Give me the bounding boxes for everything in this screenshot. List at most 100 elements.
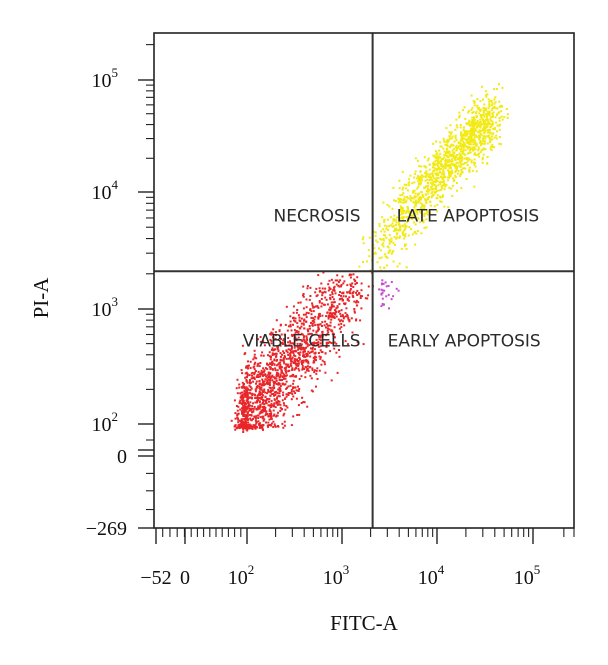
event-dot-top-right — [488, 138, 491, 140]
event-dot-top-right — [470, 159, 473, 162]
event-dot-bottom-left — [255, 357, 258, 360]
event-dot-bottom-left — [286, 406, 289, 409]
event-dot-bottom-left — [286, 386, 289, 389]
event-dot-bottom-left — [285, 387, 288, 390]
event-dot-bottom-left — [262, 367, 265, 370]
event-dot-top-right — [449, 133, 452, 136]
event-dot-bottom-left — [337, 323, 340, 326]
event-dot-top-right — [431, 185, 434, 188]
event-dot-bottom-left — [296, 309, 299, 311]
event-dot-top-right — [441, 186, 444, 188]
event-dot-bottom-left — [264, 378, 267, 381]
event-dot-bottom-left — [299, 343, 302, 345]
event-dot-bottom-left — [333, 341, 336, 344]
event-dot-top-right — [425, 174, 428, 177]
event-dot-bottom-left — [246, 399, 249, 401]
event-dot-top-right — [465, 146, 468, 148]
event-dot-bottom-left — [259, 406, 262, 409]
event-dot-top-right — [446, 150, 448, 153]
event-dot-top-right — [410, 228, 413, 231]
event-dot-bottom-right — [378, 288, 381, 291]
event-dot-bottom-left — [244, 403, 247, 405]
event-dot-bottom-left — [287, 337, 290, 339]
event-dot-bottom-left — [351, 292, 354, 295]
event-dot-top-right — [486, 125, 489, 128]
event-dot-bottom-left — [279, 385, 282, 388]
event-dot-top-right — [461, 145, 464, 148]
event-dot-bottom-left — [284, 397, 286, 400]
event-dot-bottom-left — [241, 426, 244, 429]
event-dots — [230, 83, 509, 433]
event-dot-bottom-left — [303, 327, 306, 330]
event-dot-top-right — [476, 123, 479, 126]
event-dot-top-right — [402, 225, 405, 228]
event-dot-bottom-left — [318, 323, 321, 326]
event-dot-top-right — [457, 145, 460, 148]
event-dot-bottom-left — [295, 364, 298, 367]
event-dot-bottom-left — [265, 399, 268, 402]
event-dot-top-right — [480, 144, 482, 147]
event-dot-top-right — [443, 139, 445, 142]
event-dot-top-right — [423, 165, 426, 168]
event-dot-bottom-left — [354, 280, 357, 283]
event-dot-top-right — [399, 228, 402, 231]
event-dot-top-right — [442, 164, 445, 167]
event-dot-bottom-left — [249, 389, 252, 392]
event-dot-top-right — [430, 178, 433, 181]
event-dot-top-right — [380, 230, 383, 233]
event-dot-bottom-left — [245, 371, 248, 374]
event-dot-top-right — [402, 211, 405, 214]
event-dot-bottom-left — [241, 422, 244, 425]
event-dot-top-right — [435, 173, 438, 176]
event-dot-bottom-left — [321, 321, 324, 324]
event-dot-bottom-left — [244, 352, 247, 355]
event-dot-top-right — [425, 170, 428, 173]
event-dot-bottom-left — [256, 363, 259, 366]
event-dot-top-right — [401, 232, 404, 235]
event-dot-top-right — [436, 210, 439, 213]
event-dot-bottom-left — [303, 368, 306, 370]
event-dot-bottom-left — [263, 403, 266, 406]
event-dot-top-right — [396, 232, 399, 235]
event-dot-bottom-left — [237, 418, 240, 421]
event-dot-top-right — [501, 86, 504, 89]
event-dot-bottom-left — [242, 384, 245, 387]
event-dot-bottom-left — [329, 306, 332, 309]
event-dot-bottom-left — [335, 307, 338, 310]
event-dot-bottom-left — [264, 367, 267, 370]
event-dot-top-right — [475, 136, 478, 138]
event-dot-bottom-left — [286, 329, 289, 332]
event-dot-bottom-left — [302, 295, 305, 298]
event-dot-bottom-left — [270, 339, 273, 342]
event-dot-bottom-left — [244, 393, 247, 396]
event-dot-bottom-left — [342, 291, 345, 294]
event-dot-bottom-left — [366, 297, 369, 300]
event-dot-bottom-left — [333, 347, 336, 350]
event-dot-top-right — [414, 243, 417, 246]
x-tick-base: 10 — [323, 567, 343, 589]
event-dot-top-right — [426, 213, 429, 216]
event-dot-top-right — [484, 130, 487, 133]
event-dot-top-right — [412, 197, 415, 200]
event-dot-top-right — [495, 137, 498, 140]
event-dot-top-right — [456, 165, 459, 168]
event-dot-bottom-left — [241, 394, 244, 396]
event-dot-top-right — [390, 224, 393, 227]
event-dot-top-right — [404, 225, 407, 228]
event-dot-bottom-right — [397, 289, 400, 292]
event-dot-top-right — [459, 165, 462, 168]
event-dot-top-right — [427, 192, 430, 195]
event-dot-bottom-left — [293, 358, 296, 361]
event-dot-bottom-left — [261, 411, 264, 414]
y-tick-base: 0 — [117, 446, 127, 468]
event-dot-bottom-left — [273, 394, 275, 397]
event-dot-bottom-left — [289, 357, 292, 360]
event-dot-bottom-left — [254, 388, 257, 391]
event-dot-top-right — [490, 145, 492, 148]
event-dot-bottom-left — [261, 399, 264, 401]
event-dot-bottom-left — [249, 367, 252, 369]
event-dot-top-right — [491, 107, 494, 110]
event-dot-bottom-left — [349, 283, 352, 286]
event-dot-top-right — [452, 156, 455, 159]
event-dot-top-right — [400, 216, 403, 219]
